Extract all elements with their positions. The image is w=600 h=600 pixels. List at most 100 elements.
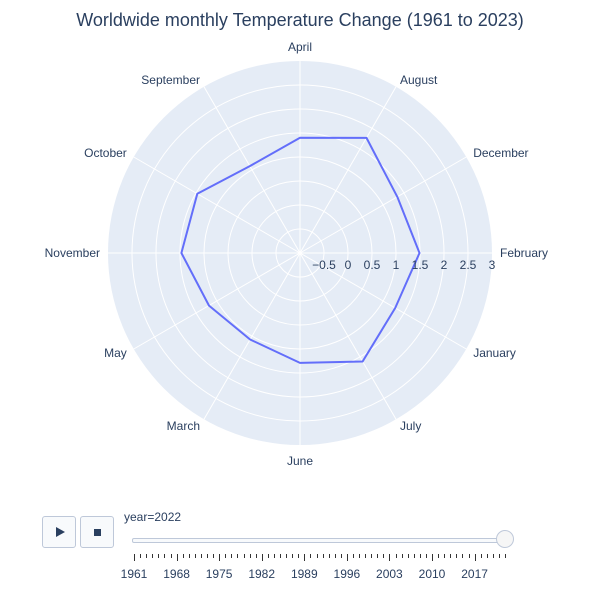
slider-major-tick bbox=[389, 554, 391, 561]
radial-tick-label-1: 0 bbox=[345, 258, 352, 272]
slider-minor-tick bbox=[140, 554, 142, 558]
slider-minor-tick bbox=[505, 554, 506, 558]
slider-minor-tick bbox=[164, 554, 166, 558]
slider-minor-tick bbox=[280, 554, 281, 558]
slider-minor-tick bbox=[444, 554, 446, 558]
slider-minor-tick bbox=[170, 554, 172, 558]
slider-major-tick bbox=[219, 554, 221, 561]
slider-minor-tick bbox=[365, 554, 367, 558]
slider-minor-tick bbox=[237, 554, 239, 558]
angular-gridline-8 bbox=[203, 252, 301, 420]
slider-minor-tick bbox=[273, 554, 275, 558]
slider-tick-label: 2010 bbox=[418, 567, 446, 581]
year-slider-handle[interactable] bbox=[496, 530, 514, 548]
slider-minor-tick bbox=[310, 554, 312, 558]
slider-major-tick bbox=[176, 554, 178, 561]
slider-major-tick bbox=[432, 554, 433, 561]
slider-minor-tick bbox=[480, 554, 482, 558]
slider-minor-tick bbox=[413, 554, 415, 558]
angular-label-june: June bbox=[287, 454, 313, 468]
slider-minor-tick bbox=[231, 554, 233, 558]
slider-minor-tick bbox=[334, 554, 336, 558]
slider-minor-tick bbox=[316, 554, 318, 558]
slider-minor-tick bbox=[377, 554, 379, 558]
slider-minor-tick bbox=[328, 554, 330, 558]
radial-tick-label-7: 3 bbox=[489, 258, 496, 272]
series-line-0 bbox=[180, 136, 421, 364]
slider-minor-tick bbox=[286, 554, 287, 558]
angular-gridline-5 bbox=[133, 156, 301, 254]
slider-minor-tick bbox=[292, 554, 294, 558]
angular-label-december: December bbox=[473, 146, 528, 160]
slider-minor-tick bbox=[401, 554, 403, 558]
angular-label-may: May bbox=[104, 346, 127, 360]
radial-tick-label-2: 0.5 bbox=[364, 258, 381, 272]
angular-gridline-2 bbox=[299, 86, 397, 254]
play-button[interactable] bbox=[42, 516, 76, 548]
slider-tick-label: 1989 bbox=[290, 567, 318, 581]
slider-minor-tick bbox=[182, 554, 184, 558]
slider-minor-tick bbox=[468, 554, 470, 558]
slider-tick-label: 2017 bbox=[461, 567, 488, 581]
slider-minor-tick bbox=[498, 554, 500, 558]
slider-minor-tick bbox=[146, 554, 148, 558]
slider-minor-tick bbox=[359, 554, 360, 558]
slider-tick-label: 2003 bbox=[376, 567, 403, 581]
angular-label-september: September bbox=[141, 73, 200, 87]
slider-minor-tick bbox=[194, 554, 196, 558]
slider-minor-tick bbox=[371, 554, 373, 558]
radial-tick-label-4: 1.5 bbox=[412, 258, 429, 272]
slider-minor-tick bbox=[438, 554, 440, 558]
angular-label-february: February bbox=[500, 246, 548, 260]
slider-minor-tick bbox=[322, 554, 324, 558]
angular-label-november: November bbox=[45, 246, 100, 260]
slider-minor-tick bbox=[353, 554, 354, 558]
angular-label-october: October bbox=[84, 146, 127, 160]
slider-major-tick bbox=[346, 554, 348, 561]
slider-minor-tick bbox=[395, 554, 397, 558]
radial-tick-label-6: 2.5 bbox=[460, 258, 477, 272]
slider-minor-tick bbox=[383, 554, 385, 558]
stop-button[interactable] bbox=[80, 516, 114, 548]
slider-minor-tick bbox=[152, 554, 154, 558]
angular-gridline-4 bbox=[203, 86, 301, 254]
slider-minor-tick bbox=[462, 554, 464, 558]
angular-label-january: January bbox=[473, 346, 516, 360]
play-icon bbox=[55, 527, 65, 537]
slider-major-tick bbox=[474, 554, 476, 561]
slider-tick-label: 1975 bbox=[205, 567, 233, 581]
slider-minor-tick bbox=[267, 554, 269, 558]
slider-major-tick bbox=[261, 554, 263, 561]
slider-minor-tick bbox=[255, 554, 257, 558]
slider-tick-label: 1996 bbox=[333, 567, 361, 581]
slider-minor-tick bbox=[200, 554, 202, 558]
slider-major-tick bbox=[134, 554, 135, 561]
slider-minor-tick bbox=[456, 554, 458, 558]
stop-icon bbox=[93, 528, 101, 536]
slider-minor-tick bbox=[298, 554, 300, 558]
slider-minor-tick bbox=[419, 554, 421, 558]
slider-minor-tick bbox=[249, 554, 251, 558]
slider-minor-tick bbox=[207, 554, 208, 558]
slider-tick-label: 1961 bbox=[120, 567, 148, 581]
slider-minor-tick bbox=[213, 554, 215, 558]
slider-minor-tick bbox=[188, 554, 190, 558]
angular-gridline-11 bbox=[299, 252, 467, 350]
angular-gridline-10 bbox=[299, 252, 397, 420]
angular-label-july: July bbox=[400, 419, 421, 433]
chart-title: Worldwide monthly Temperature Change (19… bbox=[76, 10, 524, 30]
radial-tick-label-5: 2 bbox=[441, 258, 448, 272]
year-slider-rail[interactable] bbox=[132, 538, 508, 543]
slider-current-value: year=2022 bbox=[124, 510, 182, 524]
angular-label-august: August bbox=[400, 73, 438, 87]
angular-label-march: March bbox=[167, 419, 200, 433]
angular-gridline-1 bbox=[299, 156, 467, 254]
slider-minor-tick bbox=[407, 554, 409, 558]
radial-tick-label-0: −0.5 bbox=[312, 258, 336, 272]
angular-label-april: April bbox=[288, 40, 312, 54]
slider-tick-label: 1982 bbox=[248, 567, 276, 581]
slider-tick-label: 1968 bbox=[163, 567, 190, 581]
slider-major-tick bbox=[304, 554, 306, 561]
